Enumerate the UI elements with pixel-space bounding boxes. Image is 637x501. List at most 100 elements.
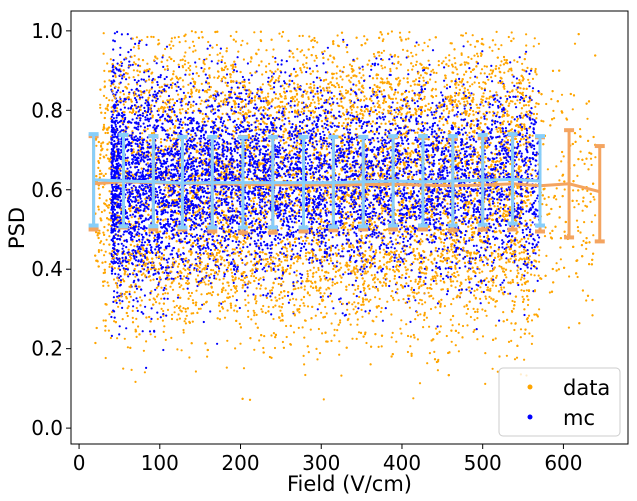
data-point [369, 241, 371, 243]
data-point [395, 111, 397, 113]
data-point [527, 113, 529, 115]
data-point [207, 120, 209, 122]
data-point [220, 100, 222, 102]
data-point [536, 73, 538, 75]
data-point [591, 164, 593, 166]
data-point [582, 210, 584, 212]
data-point [576, 220, 578, 222]
data-point [415, 64, 417, 66]
data-point [377, 165, 379, 167]
data-point [535, 117, 537, 119]
data-point [438, 120, 440, 122]
data-point [477, 176, 479, 178]
data-point [284, 295, 286, 297]
data-point [492, 188, 494, 190]
data-point [110, 219, 112, 221]
data-point [505, 193, 507, 195]
data-point [104, 112, 106, 114]
data-point [209, 89, 211, 91]
data-point [443, 109, 445, 111]
data-point [464, 64, 466, 66]
data-point [446, 203, 448, 205]
data-point [564, 188, 566, 190]
data-point [405, 225, 407, 227]
data-point [558, 179, 560, 181]
data-point [417, 314, 419, 316]
data-point [378, 100, 380, 102]
data-point [253, 217, 255, 219]
data-point [417, 144, 419, 146]
data-point [383, 201, 385, 203]
data-point [472, 227, 474, 229]
data-point [382, 176, 384, 178]
data-point [577, 276, 579, 278]
data-point [357, 114, 359, 116]
data-point [195, 66, 197, 68]
data-point [250, 200, 252, 202]
data-point [594, 156, 596, 158]
data-point [338, 249, 340, 251]
data-point [170, 337, 172, 339]
data-point [469, 113, 471, 115]
data-point [100, 249, 102, 251]
data-point [532, 135, 534, 137]
data-point [470, 316, 472, 318]
data-point [494, 244, 496, 246]
data-point [159, 231, 161, 233]
data-point [424, 96, 426, 98]
data-point [469, 85, 471, 87]
data-point [463, 239, 465, 241]
data-point [97, 167, 99, 169]
data-point [286, 336, 288, 338]
data-point [237, 236, 239, 238]
data-point [296, 204, 298, 206]
data-point [253, 200, 255, 202]
data-point [325, 288, 327, 290]
data-point [146, 89, 148, 91]
data-point [219, 219, 221, 221]
data-point [586, 118, 588, 120]
data-point [296, 142, 298, 144]
data-point [594, 214, 596, 216]
data-point [469, 94, 471, 96]
data-point [380, 311, 382, 313]
data-point [505, 262, 507, 264]
data-point [236, 290, 238, 292]
data-point [560, 160, 562, 162]
data-point [376, 160, 378, 162]
data-point [456, 254, 458, 256]
data-point [435, 95, 437, 97]
data-point [585, 248, 587, 250]
data-point [275, 97, 277, 99]
data-point [550, 98, 552, 100]
data-point [228, 285, 230, 287]
data-point [188, 233, 190, 235]
data-point [429, 206, 431, 208]
data-point [560, 258, 562, 260]
data-point [191, 95, 193, 97]
data-point [449, 166, 451, 168]
data-point [203, 233, 205, 235]
data-point [168, 169, 170, 171]
data-point [292, 52, 294, 54]
data-point [156, 244, 158, 246]
data-point [458, 323, 460, 325]
data-point [150, 279, 152, 281]
data-point [464, 61, 466, 63]
data-point [526, 164, 528, 166]
data-point [141, 167, 143, 169]
data-point [523, 143, 525, 145]
data-point [260, 86, 262, 88]
data-point [105, 173, 107, 175]
data-point [483, 113, 485, 115]
data-point [262, 83, 264, 85]
data-point [373, 53, 375, 55]
data-point [568, 275, 570, 277]
data-point [433, 202, 435, 204]
data-point [338, 84, 340, 86]
data-point [167, 187, 169, 189]
data-point [473, 294, 475, 296]
data-point [283, 131, 285, 133]
data-point [247, 310, 249, 312]
data-point [305, 240, 307, 242]
